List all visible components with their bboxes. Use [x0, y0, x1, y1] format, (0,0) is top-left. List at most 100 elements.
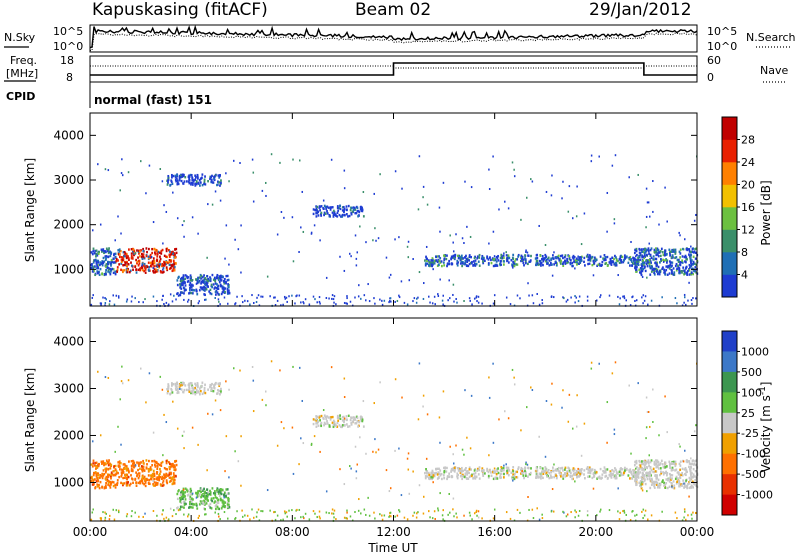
power-echo-point	[452, 254, 455, 258]
velocity-echo-point	[417, 511, 419, 514]
power-echo-point	[331, 206, 334, 209]
power-echo-point	[165, 267, 168, 271]
power-echo-point	[643, 254, 646, 257]
velocity-echo-point	[674, 477, 677, 481]
velocity-echo-point	[448, 492, 450, 495]
power-echo-point	[431, 302, 434, 305]
power-echo-point	[660, 258, 662, 261]
power-echo-point	[180, 282, 183, 286]
power-echo-point	[111, 260, 114, 263]
velocity-echo-point	[104, 519, 106, 522]
velocity-echo-point	[593, 471, 596, 474]
velocity-echo-point	[90, 518, 93, 521]
power-echo-point	[640, 263, 643, 266]
velocity-echo-point	[556, 468, 559, 471]
velocity-echo-point	[294, 517, 296, 520]
power-echo-point	[151, 247, 154, 251]
power-echo-point	[516, 294, 519, 297]
velocity-echo-point	[200, 494, 203, 497]
freq-panel: Freq. [MHz] 18 8 60 0 Nave CPID normal (…	[4, 54, 788, 108]
power-echo-point	[166, 255, 169, 259]
velocity-echo-point	[596, 514, 598, 517]
power-echo-point	[642, 255, 645, 258]
power-echo-point	[460, 260, 463, 264]
power-echo-point	[107, 270, 110, 273]
velocity-echo-point	[163, 476, 166, 480]
power-echo-point	[562, 264, 565, 267]
power-echo-point	[635, 265, 638, 269]
power-echo-point	[217, 174, 220, 177]
power-echo-point	[377, 237, 380, 240]
power-echo-point	[576, 185, 578, 188]
velocity-x-axis: 00:00 04:00 08:00 12:00 16:00 20:00 00:00	[73, 318, 714, 539]
power-echo-point	[355, 257, 358, 260]
velocity-echo-point	[325, 511, 328, 514]
power-echo-point	[612, 260, 614, 264]
velocity-echo-point	[256, 511, 258, 514]
velocity-echo-point	[529, 471, 532, 475]
velocity-echo-point	[165, 461, 168, 465]
velocity-echo-point	[135, 471, 138, 474]
power-echo-point	[638, 247, 641, 251]
power-echo-point	[184, 274, 187, 277]
velocity-echo-point	[666, 474, 668, 477]
y-tick-label: 2000	[53, 218, 84, 232]
power-echo-point	[490, 261, 493, 265]
power-echo-point	[511, 264, 514, 268]
power-echo-point	[181, 279, 184, 283]
velocity-echo-point	[180, 491, 182, 494]
x-tick-label: 20:00	[579, 525, 614, 539]
velocity-echo-point	[425, 457, 428, 460]
velocity-echo-point	[117, 509, 120, 512]
velocity-echo-point	[635, 474, 638, 478]
velocity-echo-point	[114, 468, 117, 472]
power-echo-point	[326, 210, 328, 213]
power-echo-point	[461, 257, 464, 260]
velocity-echo-point	[521, 470, 523, 473]
velocity-echo-point	[568, 470, 571, 473]
power-echo-point	[586, 253, 589, 257]
velocity-echo-point	[357, 509, 360, 512]
velocity-echo-point	[643, 514, 646, 517]
power-echo-point	[237, 248, 240, 251]
power-echo-point	[606, 230, 608, 233]
velocity-echo-point	[160, 484, 163, 487]
velocity-echo-point	[468, 471, 470, 475]
power-echo-point	[650, 299, 653, 302]
power-echo-point	[253, 302, 255, 305]
velocity-echo-point	[172, 383, 175, 386]
power-echo-point	[206, 274, 209, 278]
velocity-echo-point	[693, 462, 696, 465]
velocity-echo-point	[107, 475, 109, 478]
velocity-echo-point	[165, 459, 168, 463]
power-echo-point	[593, 258, 596, 262]
power-echo-point	[403, 301, 406, 304]
power-echo-point	[426, 262, 428, 265]
power-echo-point	[134, 297, 136, 300]
velocity-echo-point	[639, 480, 642, 483]
power-echo-point	[678, 270, 681, 273]
power-echo-point	[212, 181, 215, 184]
power-echo-point	[517, 253, 520, 257]
power-echo-point	[95, 262, 98, 265]
velocity-echo-point	[557, 469, 560, 472]
power-echo-point	[107, 268, 110, 271]
velocity-echo-point	[517, 466, 520, 469]
velocity-echo-point	[183, 447, 185, 450]
velocity-echo-point	[647, 471, 650, 475]
velocity-echo-point	[588, 475, 591, 478]
velocity-echo-point	[130, 469, 133, 472]
power-echo-point	[606, 264, 609, 268]
velocity-echo-point	[567, 473, 569, 477]
power-echo-point	[153, 262, 156, 265]
power-echo-point	[477, 295, 480, 298]
colorbar-tick-label: -500	[741, 468, 766, 481]
power-echo-point	[304, 298, 307, 301]
power-echo-point	[212, 283, 215, 286]
velocity-echo-point	[208, 492, 211, 496]
velocity-echo-point	[455, 512, 457, 515]
power-echo-point	[610, 263, 613, 266]
velocity-echo-point	[482, 470, 485, 473]
power-echo-point	[622, 259, 625, 262]
power-echo-point	[141, 257, 144, 260]
